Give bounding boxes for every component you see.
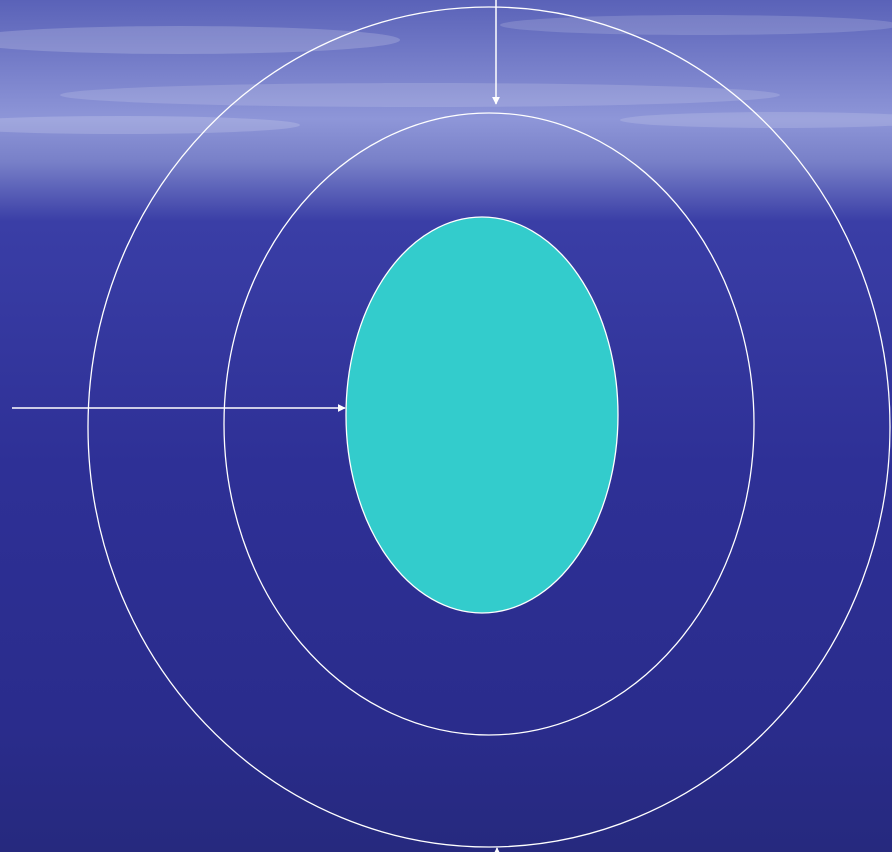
inner-core xyxy=(345,216,619,614)
outer-ring xyxy=(87,6,891,848)
cloud-haze xyxy=(0,15,892,134)
middle-ring xyxy=(223,112,755,736)
